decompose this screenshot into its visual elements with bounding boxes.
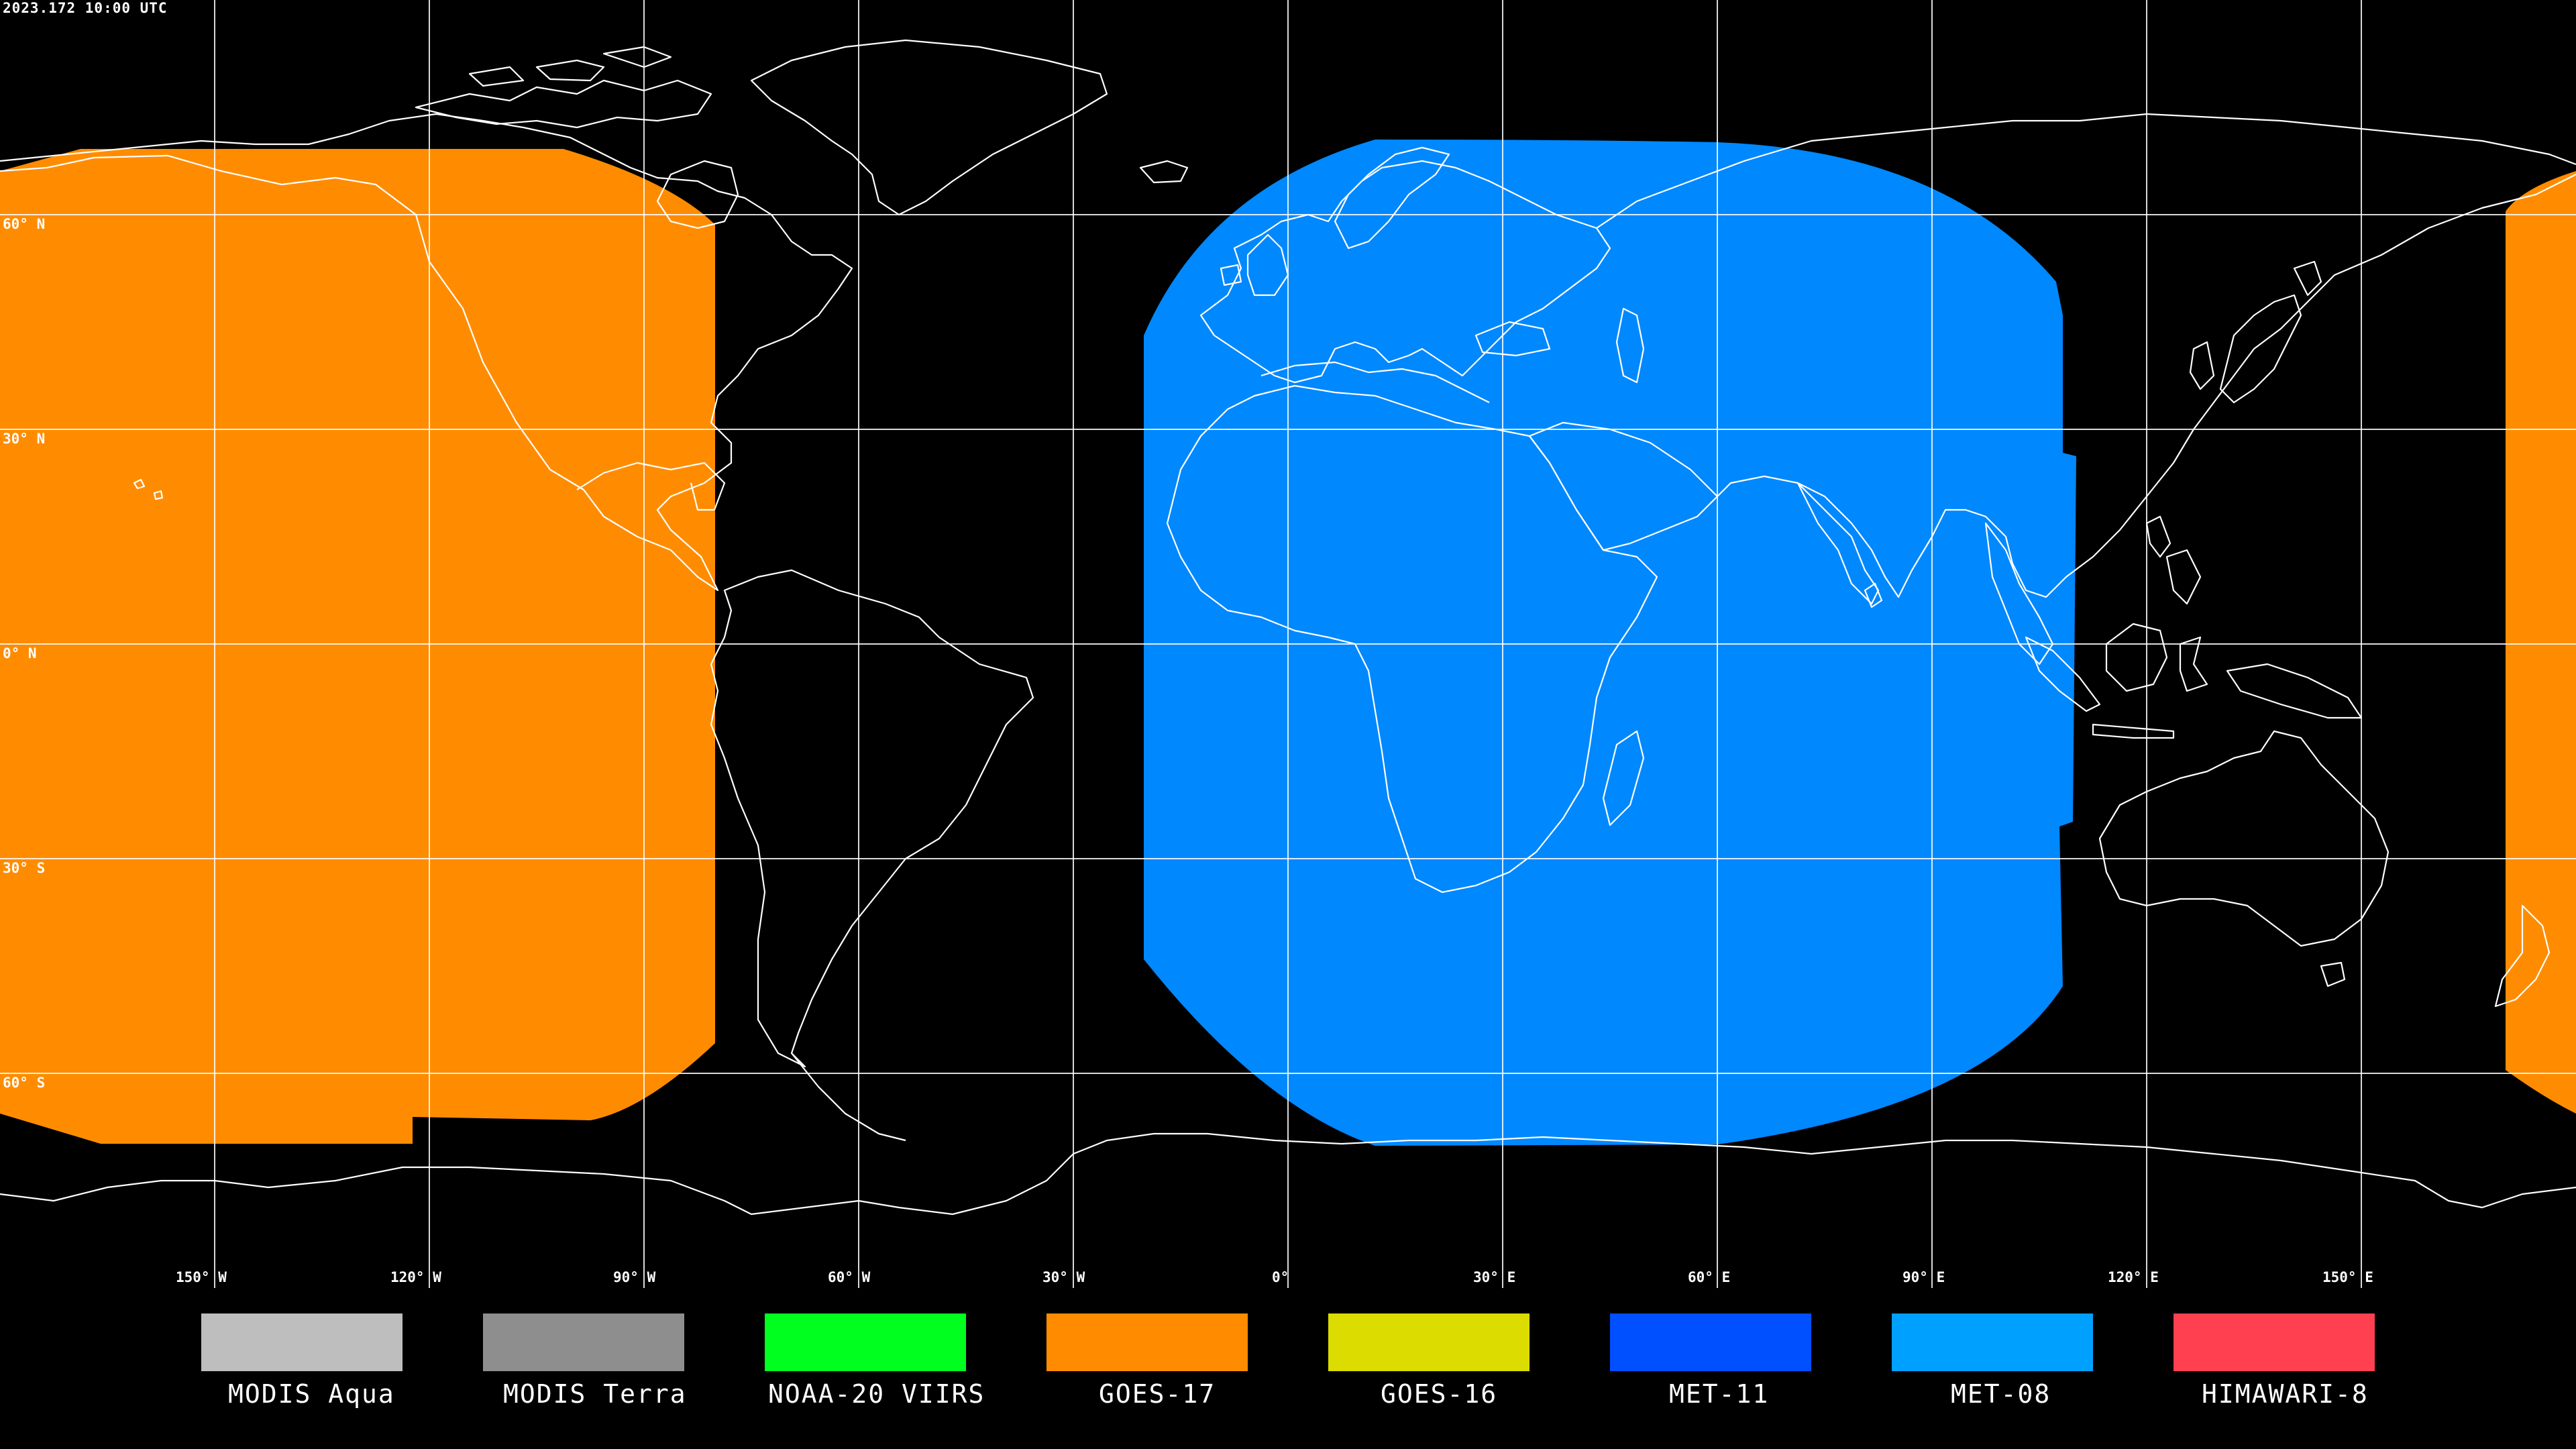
- world-map: [0, 0, 2576, 1288]
- coastline-madagascar: [1602, 730, 1645, 826]
- legend: MODIS Aqua MODIS Terra NOAA-20 VIIRS GOE…: [0, 1289, 2576, 1449]
- legend-swatch-goes-16: [1328, 1313, 1529, 1371]
- legend-item-modis-aqua: MODIS Aqua: [201, 1313, 402, 1409]
- lon-label-0: 0°: [1272, 1269, 1289, 1285]
- legend-item-goes-17: GOES-17: [1046, 1313, 1248, 1409]
- coastline-tasmania: [2320, 961, 2346, 987]
- graticule: [0, 0, 2576, 1288]
- lon-label-90e: 90° E: [1902, 1269, 1945, 1285]
- legend-item-himawari-8: HIMAWARI-8: [2174, 1313, 2375, 1409]
- coastline-antarctica: [0, 1132, 2576, 1216]
- coastline-java: [2092, 723, 2175, 739]
- coastline-iceland: [1139, 160, 1189, 184]
- lon-label-120w: 120° W: [390, 1269, 441, 1285]
- lon-label-30w: 30° W: [1042, 1269, 1085, 1285]
- coastline-british-isles: [1246, 233, 1289, 297]
- met-08-coverage: [1144, 140, 2076, 1146]
- lat-label-30s: 30° S: [3, 860, 46, 876]
- legend-swatch-goes-17: [1046, 1313, 1248, 1371]
- legend-swatch-himawari-8: [2174, 1313, 2375, 1371]
- coastline-gulf: [576, 462, 726, 511]
- coastline-south-america: [710, 569, 1034, 1068]
- lat-label-60s: 60° S: [3, 1075, 46, 1091]
- lat-label-0n: 0° N: [3, 645, 37, 661]
- coastline-sulawesi: [2179, 636, 2208, 692]
- legend-label-noaa-20-viirs: NOAA-20 VIIRS: [768, 1379, 985, 1409]
- legend-swatch-modis-terra: [483, 1313, 684, 1371]
- coastline-scandinavia: [1334, 146, 1450, 250]
- legend-label-himawari-8: HIMAWARI-8: [2202, 1379, 2369, 1409]
- legend-item-noaa-20-viirs: NOAA-20 VIIRS: [765, 1313, 983, 1409]
- lon-label-60e: 60° E: [1688, 1269, 1731, 1285]
- legend-swatch-noaa-20-viirs: [765, 1313, 966, 1371]
- goes-17-coverage-east: [2506, 171, 2576, 1114]
- legend-swatch-met-08: [1892, 1313, 2093, 1371]
- legend-swatch-met-11: [1610, 1313, 1811, 1371]
- legend-label-met-11: MET-11: [1669, 1379, 1770, 1409]
- lon-label-120e: 120° E: [2108, 1269, 2159, 1285]
- coastline-philippines: [2145, 515, 2171, 558]
- coastline-caspian: [1615, 307, 1645, 384]
- timestamp: 2023.172 10:00 UTC: [3, 0, 168, 16]
- lon-label-150e: 150° E: [2322, 1269, 2373, 1285]
- coastline-black-sea: [1474, 321, 1551, 357]
- goes-17-coverage-west: [0, 149, 715, 1144]
- lon-label-150w: 150° W: [176, 1269, 227, 1285]
- legend-label-modis-aqua: MODIS Aqua: [228, 1379, 395, 1409]
- lon-label-90w: 90° W: [613, 1269, 656, 1285]
- coastline-greenland: [750, 39, 1108, 216]
- legend-label-modis-terra: MODIS Terra: [503, 1379, 687, 1409]
- coastline-sumatra: [2025, 636, 2101, 712]
- legend-label-goes-17: GOES-17: [1099, 1379, 1216, 1409]
- legend-item-met-11: MET-11: [1610, 1313, 1811, 1409]
- coastline-europe: [1199, 160, 1611, 384]
- legend-item-modis-terra: MODIS Terra: [483, 1313, 686, 1409]
- lat-label-30n: 30° N: [3, 431, 46, 447]
- coastline-japan: [2219, 294, 2302, 404]
- coastline-africa: [1166, 384, 1658, 894]
- coastline-mediterranean: [1260, 361, 1490, 403]
- coastline-hudson-bay: [656, 160, 739, 229]
- lon-label-60w: 60° W: [828, 1269, 871, 1285]
- coastline-arabia: [1528, 421, 1719, 551]
- coastlines: [0, 39, 2576, 1216]
- coastline-india: [1796, 482, 1880, 605]
- legend-label-met-08: MET-08: [1951, 1379, 2051, 1409]
- coastline-borneo: [2105, 623, 2168, 692]
- coastline-new-guinea: [2226, 663, 2363, 719]
- legend-swatch-modis-aqua: [201, 1313, 402, 1371]
- legend-item-goes-16: GOES-16: [1328, 1313, 1529, 1409]
- coastline-australia: [2098, 730, 2390, 947]
- lon-label-30e: 30° E: [1473, 1269, 1516, 1285]
- legend-label-goes-16: GOES-16: [1381, 1379, 1498, 1409]
- coastline-north-america: [0, 113, 853, 592]
- coastline-southeast-asia: [1984, 522, 2054, 665]
- coastline-arctic-islands: [415, 79, 712, 129]
- coastline-new-zealand: [2494, 904, 2551, 1008]
- lat-label-60n: 60° N: [3, 216, 46, 232]
- coastline-asia: [1596, 113, 2576, 598]
- legend-item-met-08: MET-08: [1892, 1313, 2093, 1409]
